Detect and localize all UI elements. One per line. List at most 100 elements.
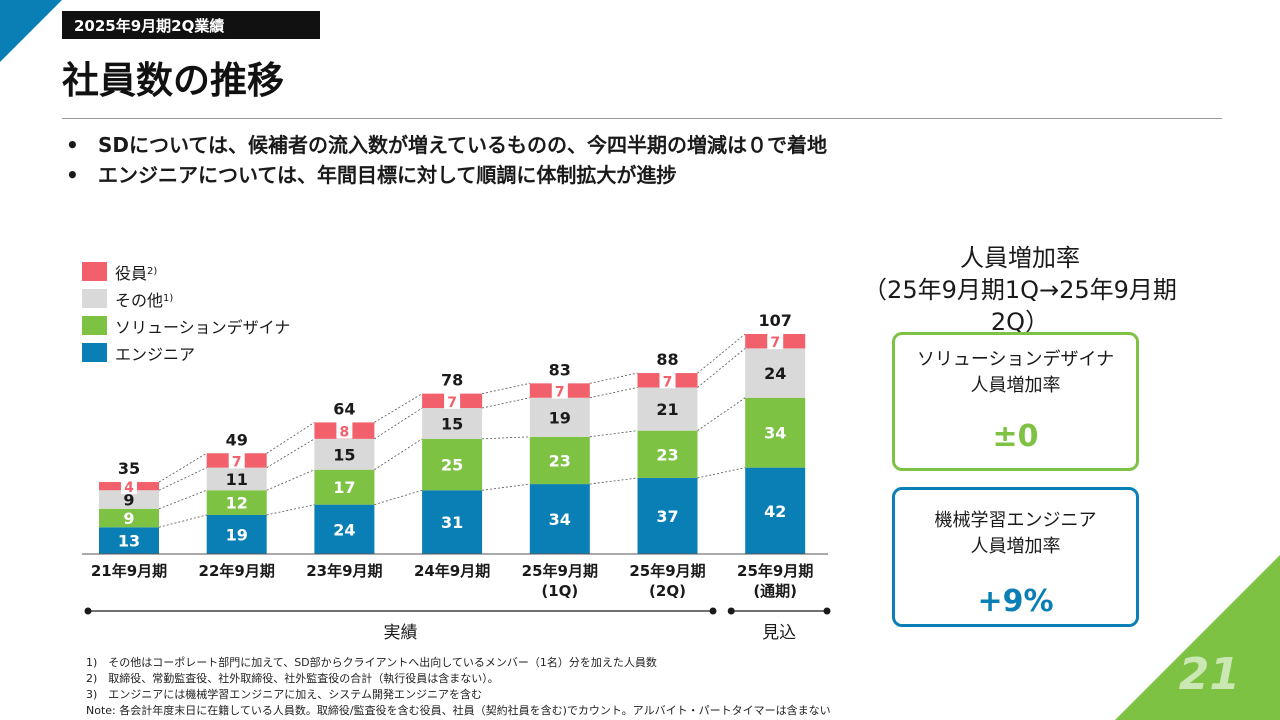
total-label: 35 bbox=[118, 459, 140, 478]
data-label: 7 bbox=[232, 454, 242, 470]
connector-line bbox=[266, 438, 315, 468]
data-label: 23 bbox=[656, 445, 678, 464]
data-label: 42 bbox=[764, 502, 786, 521]
data-label: 21 bbox=[656, 400, 678, 419]
legend-note: 1) bbox=[163, 293, 174, 304]
legend-label: エンジニア bbox=[115, 344, 196, 364]
bar-segment bbox=[745, 348, 806, 398]
group-label: 見込 bbox=[762, 623, 796, 643]
card-label-line2: 人員増加率 bbox=[970, 536, 1061, 557]
bar-segment bbox=[99, 527, 159, 554]
tick-label: 23年9月期 bbox=[306, 562, 382, 580]
legend-swatch bbox=[82, 343, 107, 362]
tick-label: 25年9月期 bbox=[629, 562, 705, 580]
connector-line bbox=[589, 430, 638, 438]
data-label-bg bbox=[228, 451, 245, 469]
tick-label: (2Q) bbox=[649, 582, 686, 600]
connector-line bbox=[158, 489, 207, 510]
legend-item-solution-designer: ソリューションデザイナ bbox=[82, 312, 290, 339]
chart-legend: 役員 2) その他 1) ソリューションデザイナ エンジニア bbox=[82, 258, 290, 366]
data-label: 8 bbox=[340, 425, 350, 441]
bar-segment bbox=[99, 490, 159, 509]
total-label: 107 bbox=[758, 311, 791, 330]
bar-segment bbox=[529, 436, 590, 485]
tick-label: (通期) bbox=[753, 582, 797, 600]
connector-line bbox=[266, 422, 315, 454]
bar-segment bbox=[637, 430, 698, 478]
group-bracket-end bbox=[84, 607, 92, 615]
connector-line bbox=[266, 504, 315, 516]
page-number: 21 bbox=[1178, 649, 1240, 700]
card-label: 機械学習エンジニア 人員増加率 bbox=[895, 508, 1136, 560]
card-label-line1: 機械学習エンジニア bbox=[934, 510, 1097, 531]
data-label: 19 bbox=[226, 525, 248, 544]
data-label: 11 bbox=[226, 470, 248, 489]
bar-segment bbox=[422, 438, 483, 491]
connector-line bbox=[697, 397, 746, 431]
connector-line bbox=[697, 348, 746, 388]
ml-engineer-rate-card: 機械学習エンジニア 人員増加率 +9% bbox=[892, 487, 1139, 627]
bar-segment bbox=[422, 408, 483, 439]
connector-line bbox=[482, 436, 530, 440]
sd-rate-card: ソリューションデザイナ 人員増加率 ±0 bbox=[892, 332, 1139, 471]
bar-segment bbox=[637, 477, 698, 554]
page-title: 社員数の推移 bbox=[62, 59, 284, 102]
legend-item-executives: 役員 2) bbox=[82, 258, 290, 285]
connector-line bbox=[374, 489, 423, 506]
title-divider bbox=[62, 118, 1222, 119]
data-label: 34 bbox=[549, 510, 571, 529]
summary-bullets: • SDについては、候補者の流入数が増えているものの、今四半期の増減は０で着地 … bbox=[66, 130, 827, 190]
connector-line bbox=[589, 387, 638, 399]
data-label-bg bbox=[551, 381, 568, 399]
legend-label: ソリューションデザイナ bbox=[115, 317, 291, 337]
bar-segment bbox=[99, 508, 159, 528]
connector-line bbox=[158, 452, 207, 483]
connector-line bbox=[697, 467, 746, 479]
connector-line bbox=[266, 469, 315, 491]
card-label-line1: ソリューションデザイナ bbox=[916, 349, 1115, 370]
connector-line bbox=[482, 397, 530, 409]
data-label: 23 bbox=[549, 451, 571, 470]
data-label-bg bbox=[336, 421, 353, 439]
tick-label: 25年9月期 bbox=[522, 562, 598, 580]
data-label: 7 bbox=[770, 335, 780, 351]
connector-line bbox=[374, 438, 423, 471]
bullet-dot: • bbox=[66, 133, 79, 157]
total-label: 49 bbox=[226, 430, 248, 449]
footnote: Note: 各会計年度末日に在籍している人員数。取締役/監査役を含む役員、社員（… bbox=[86, 704, 831, 717]
legend-swatch bbox=[82, 316, 107, 335]
bar-segment bbox=[206, 514, 267, 554]
data-label-bg bbox=[767, 332, 784, 350]
corner-accent-bottom-right bbox=[1115, 555, 1280, 720]
group-label: 実績 bbox=[384, 623, 418, 643]
data-label: 34 bbox=[764, 424, 786, 443]
rate-heading-line1: 人員増加率 bbox=[960, 244, 1080, 272]
rate-heading: 人員増加率 （25年9月期1Q→25年9月期2Q） bbox=[840, 242, 1200, 338]
bar-segment bbox=[206, 490, 267, 515]
data-label: 7 bbox=[447, 395, 457, 411]
data-label: 4 bbox=[124, 480, 134, 496]
bar-segment bbox=[314, 438, 375, 470]
data-label: 15 bbox=[441, 414, 463, 433]
data-label: 13 bbox=[118, 532, 140, 551]
card-value: +9% bbox=[977, 584, 1054, 619]
bar-segment bbox=[206, 467, 267, 491]
bullet-dot: • bbox=[66, 163, 79, 187]
connector-line bbox=[482, 382, 530, 395]
data-label: 24 bbox=[764, 364, 786, 383]
legend-item-engineer: エンジニア bbox=[82, 339, 290, 366]
legend-swatch bbox=[82, 289, 107, 308]
data-label: 31 bbox=[441, 513, 463, 532]
data-label: 15 bbox=[333, 445, 355, 464]
data-label: 9 bbox=[123, 491, 134, 510]
footnote: 2) 取締役、常勤監査役、社外取締役、社外監査役の合計（執行役員は含まない）。 bbox=[86, 672, 499, 685]
connector-line bbox=[697, 333, 746, 374]
total-label: 64 bbox=[333, 399, 355, 418]
bar-segment bbox=[314, 504, 375, 554]
data-label: 19 bbox=[549, 408, 571, 427]
card-label: ソリューションデザイナ 人員増加率 bbox=[895, 347, 1136, 399]
legend-label: その他 bbox=[115, 290, 164, 310]
connector-line bbox=[589, 477, 638, 485]
tick-label: 21年9月期 bbox=[91, 562, 167, 580]
data-label: 24 bbox=[333, 520, 355, 539]
